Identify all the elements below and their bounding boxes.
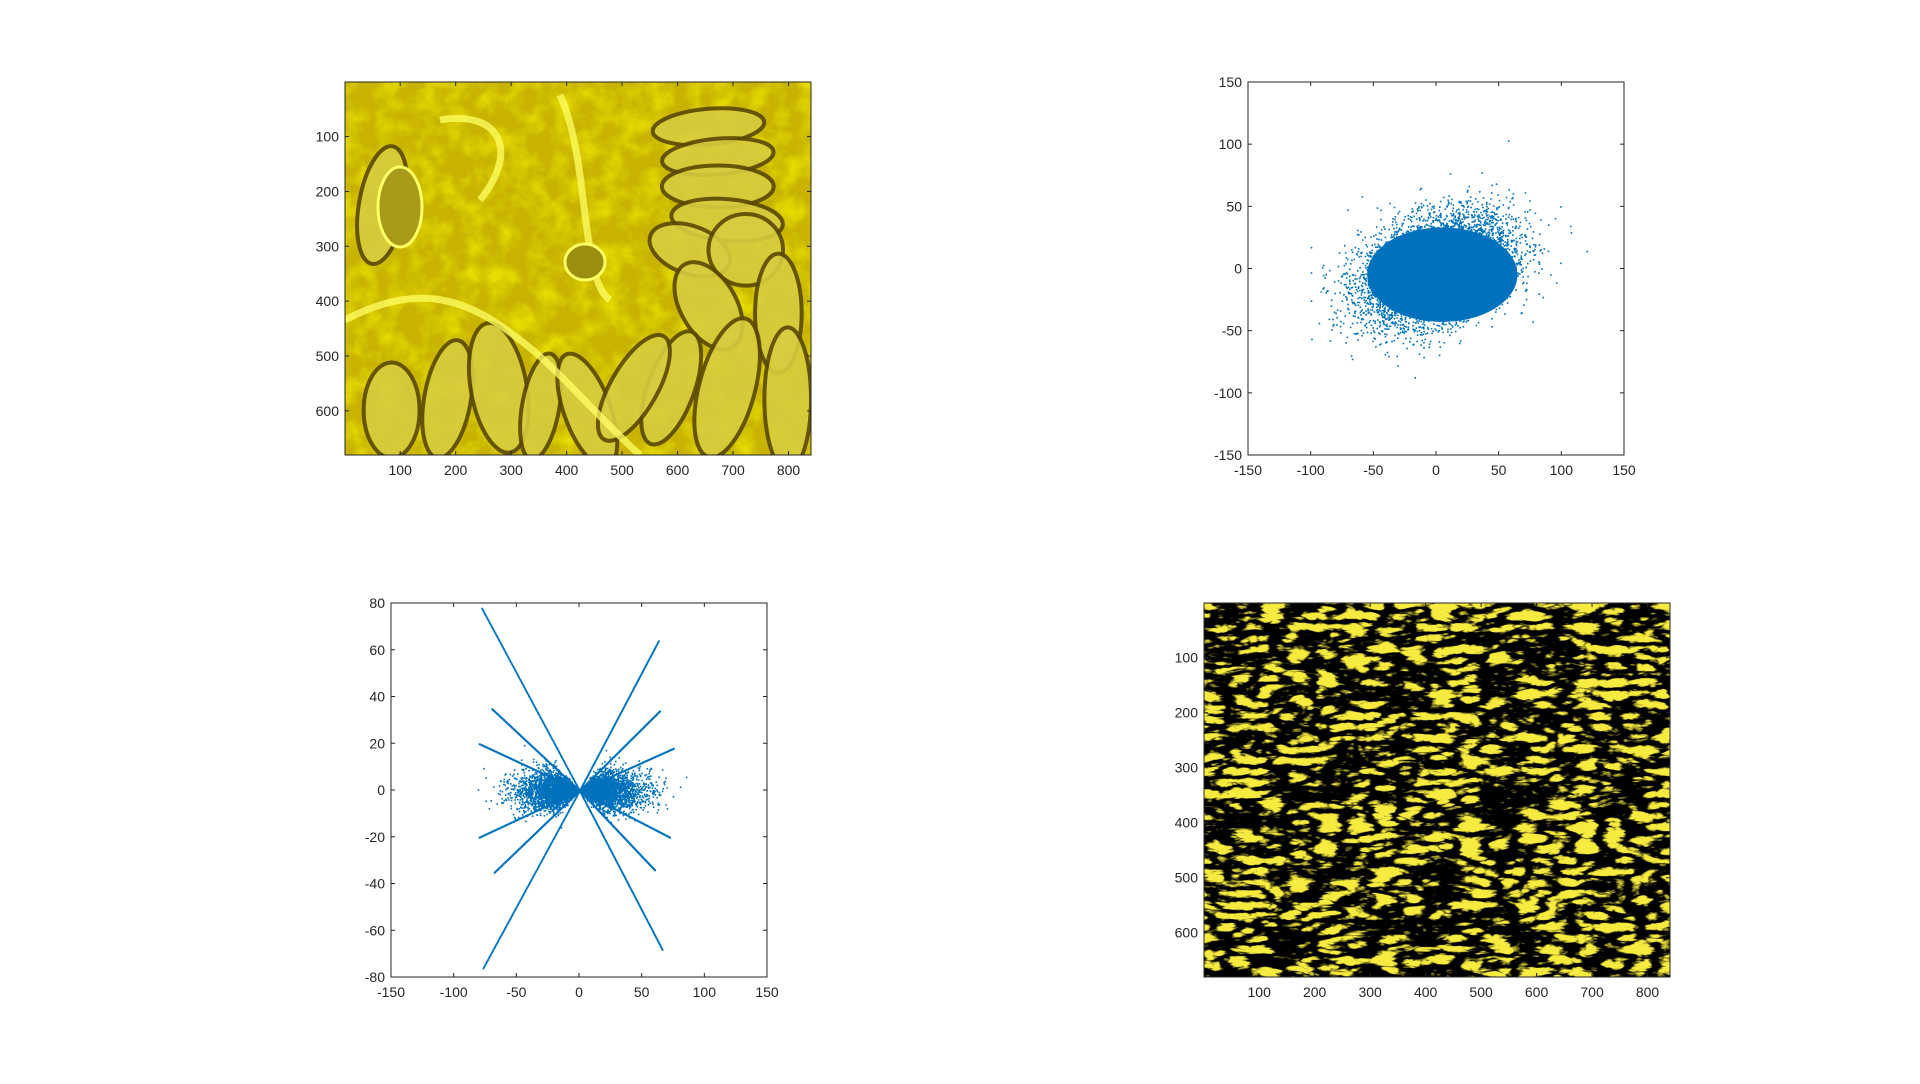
x-tick-label: 300 (499, 462, 523, 478)
scatter-dense-core (1367, 227, 1518, 322)
x-tick-label: 800 (1636, 984, 1660, 1000)
crypt-structure (692, 316, 762, 455)
crypt-structure (518, 351, 564, 455)
axes-scatter-top-right: -150 -100 -50 0 50 100 150 -150 -100 -50 0 50 100 15… (1214, 74, 1636, 478)
histology-image (345, 82, 811, 455)
x-tick-label: 600 (666, 462, 690, 478)
x-tick-label: 700 (1580, 984, 1604, 1000)
y-tick-label: -50 (1222, 323, 1242, 339)
x-tick-label: 700 (721, 462, 745, 478)
x-tick-label: -100 (1297, 462, 1325, 478)
y-tick-label: 100 (316, 129, 340, 145)
axes-image-top-left: 100 200 300 400 500 600 700 800 100 200 300 400 500… (316, 81, 812, 478)
x-tick-label: 150 (1612, 462, 1636, 478)
y-tick-label: -100 (1214, 385, 1242, 401)
crypt-structure (361, 360, 422, 455)
x-tick-label: 0 (575, 984, 583, 1000)
x-tick-label: 50 (634, 984, 650, 1000)
x-tick-label: -150 (1234, 462, 1262, 478)
x-tick-label: 100 (389, 462, 413, 478)
x-ticks: -150 -100 -50 0 50 100 150 (1234, 82, 1636, 478)
y-ticks: 100 200 300 400 500 600 (316, 129, 811, 419)
y-tick-label: 150 (1219, 74, 1243, 90)
y-tick-label: -150 (1214, 447, 1242, 463)
crypt-structure (762, 325, 811, 455)
scatter-point-rays (477, 607, 688, 970)
x-tick-label: 100 (1248, 984, 1272, 1000)
x-tick-label: 0 (1432, 462, 1440, 478)
vessel-structure (376, 165, 424, 249)
x-tick-label: 500 (1469, 984, 1493, 1000)
y-tick-label: 80 (369, 595, 385, 611)
y-tick-label: 20 (369, 735, 385, 751)
y-tick-label: 300 (316, 238, 340, 254)
fiber-band (345, 294, 643, 455)
y-tick-label: 600 (1175, 925, 1199, 941)
x-tick-label: 400 (1414, 984, 1438, 1000)
y-tick-label: 100 (1219, 136, 1243, 152)
x-ticks: 100 200 300 400 500 600 700 800 (1248, 603, 1660, 1000)
scatter-points (1310, 140, 1588, 379)
y-tick-label: 40 (369, 689, 385, 705)
y-tick-label: 400 (316, 293, 340, 309)
x-tick-label: -150 (377, 984, 405, 1000)
y-tick-label: 100 (1175, 650, 1199, 666)
edge-image (1204, 603, 1670, 977)
y-tick-label: -40 (365, 876, 385, 892)
x-tick-label: 200 (1303, 984, 1327, 1000)
y-tick-label: 600 (316, 403, 340, 419)
axes-scatter-bottom-left: -150 -100 -50 0 50 100 150 -80 -60 -40 -20 0 20 40 60… (365, 595, 779, 1000)
fiber-band (439, 115, 505, 203)
x-tick-label: 50 (1491, 462, 1507, 478)
y-tick-label: 500 (316, 348, 340, 364)
x-tick-label: 600 (1525, 984, 1549, 1000)
y-tick-label: 0 (377, 782, 385, 798)
x-tick-label: 100 (1550, 462, 1574, 478)
crypt-structure (420, 338, 475, 455)
y-ticks: -150 -100 -50 0 50 100 150 (1214, 74, 1624, 463)
y-tick-label: 200 (1175, 705, 1199, 721)
x-tick-label: 400 (555, 462, 579, 478)
x-tick-label: -50 (1363, 462, 1383, 478)
y-tick-label: -60 (365, 922, 385, 938)
y-tick-label: -80 (365, 969, 385, 985)
x-ticks: 100 200 300 400 500 600 700 800 (389, 82, 801, 478)
y-tick-label: 60 (369, 642, 385, 658)
y-tick-label: 300 (1175, 760, 1199, 776)
y-tick-label: 0 (1234, 261, 1242, 277)
x-tick-label: 300 (1358, 984, 1382, 1000)
y-tick-label: 500 (1175, 870, 1199, 886)
fiber-band (556, 93, 613, 303)
y-tick-label: -20 (365, 829, 385, 845)
y-tick-label: 50 (1226, 198, 1242, 214)
x-tick-label: 800 (777, 462, 801, 478)
x-tick-label: -100 (440, 984, 468, 1000)
scatter-points (477, 607, 688, 970)
axes-image-bottom-right: 100 200 300 400 500 600 700 800 100 200 300 400 500… (1175, 602, 1671, 1000)
x-tick-label: 500 (610, 462, 634, 478)
x-tick-label: 150 (755, 984, 779, 1000)
y-tick-label: 400 (1175, 815, 1199, 831)
vessel-structure (563, 242, 607, 282)
x-tick-label: 100 (693, 984, 717, 1000)
crypt-structure (595, 332, 672, 443)
y-ticks: -80 -60 -40 -20 0 20 40 60 80 (365, 595, 767, 985)
y-ticks: 100 200 300 400 500 600 (1175, 650, 1670, 941)
x-tick-label: 200 (444, 462, 468, 478)
x-ticks: -150 -100 -50 0 50 100 150 (377, 603, 779, 1000)
y-tick-label: 200 (316, 183, 340, 199)
x-tick-label: -50 (506, 984, 526, 1000)
